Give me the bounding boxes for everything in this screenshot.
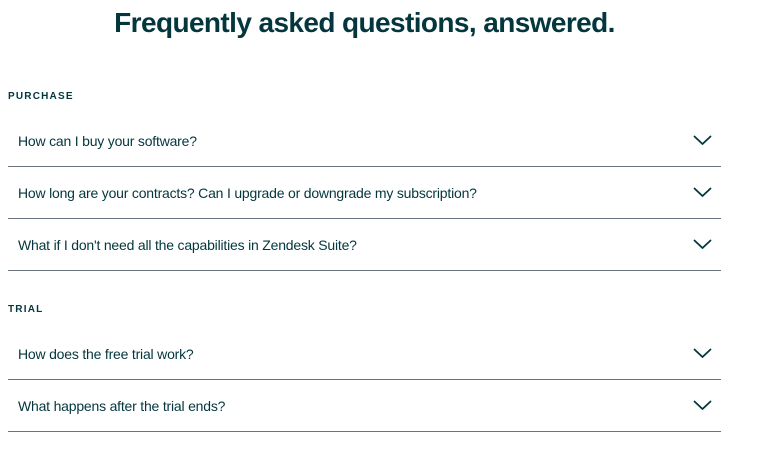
faq-section-trial: TRIAL How does the free trial work? What… xyxy=(8,305,721,432)
faq-list-trial: How does the free trial work? What happe… xyxy=(8,328,721,432)
chevron-down-icon xyxy=(693,400,712,411)
faq-page: Frequently asked questions, answered. PU… xyxy=(8,6,721,432)
faq-question: What happens after the trial ends? xyxy=(18,397,226,414)
faq-item-contracts[interactable]: How long are your contracts? Can I upgra… xyxy=(8,167,721,219)
chevron-down-icon xyxy=(693,348,712,359)
faq-item-capabilities[interactable]: What if I don't need all the capabilitie… xyxy=(8,219,721,271)
chevron-down-icon xyxy=(693,135,712,146)
faq-list-purchase: How can I buy your software? How long ar… xyxy=(8,115,721,271)
faq-item-trial-ends[interactable]: What happens after the trial ends? xyxy=(8,380,721,432)
faq-question: What if I don't need all the capabilitie… xyxy=(18,236,357,253)
page-title: Frequently asked questions, answered. xyxy=(114,7,615,38)
chevron-down-icon xyxy=(693,239,712,250)
section-label-purchase: PURCHASE xyxy=(8,91,74,102)
faq-question: How can I buy your software? xyxy=(18,132,197,149)
faq-section-purchase: PURCHASE How can I buy your software? Ho… xyxy=(8,92,721,271)
faq-item-buy-software[interactable]: How can I buy your software? xyxy=(8,115,721,167)
section-label-trial: TRIAL xyxy=(8,304,44,315)
chevron-down-icon xyxy=(693,187,712,198)
faq-question: How does the free trial work? xyxy=(18,345,194,362)
faq-question: How long are your contracts? Can I upgra… xyxy=(18,184,477,201)
faq-item-free-trial[interactable]: How does the free trial work? xyxy=(8,328,721,380)
